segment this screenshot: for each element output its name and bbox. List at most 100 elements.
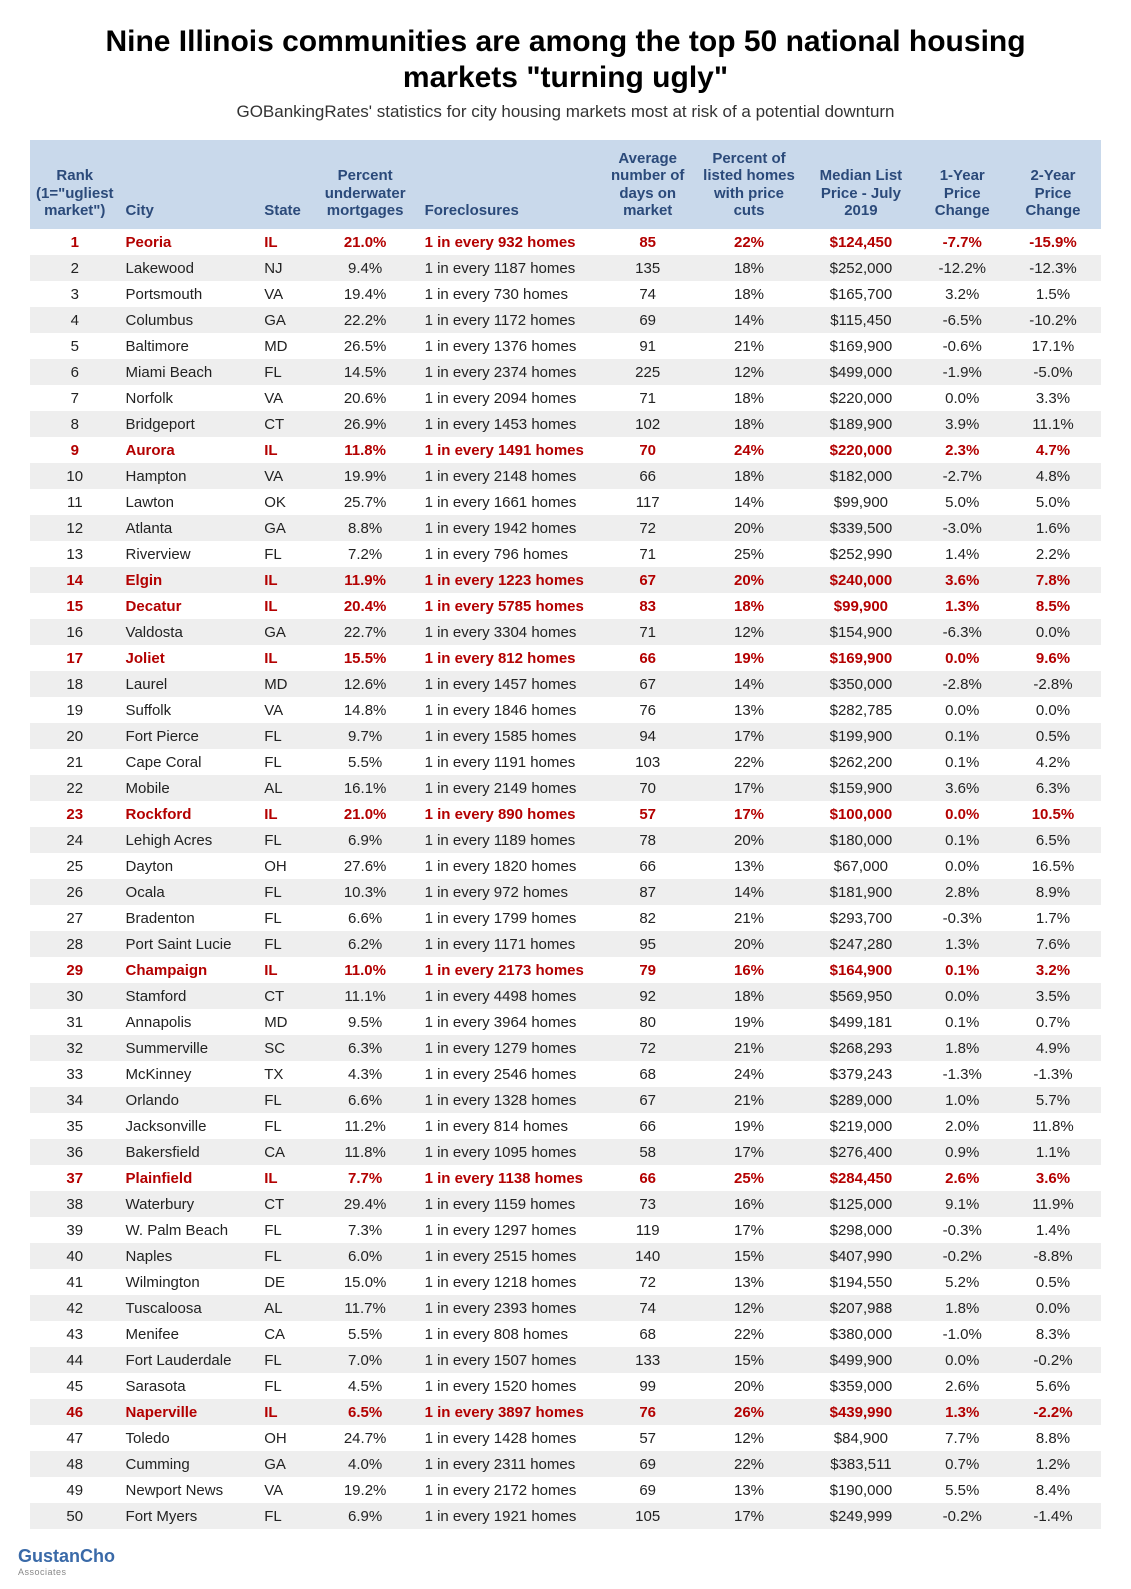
cell-y1: -2.8% — [920, 671, 1005, 697]
cell-fc: 1 in every 1453 homes — [419, 411, 600, 437]
cell-fc: 1 in every 1661 homes — [419, 489, 600, 515]
cell-city: Bridgeport — [120, 411, 259, 437]
table-row: 46NapervilleIL6.5%1 in every 3897 homes7… — [30, 1399, 1101, 1425]
table-row: 47ToledoOH24.7%1 in every 1428 homes5712… — [30, 1425, 1101, 1451]
cell-rank: 23 — [30, 801, 120, 827]
cell-price: $289,000 — [802, 1087, 919, 1113]
cell-uw: 11.2% — [312, 1113, 419, 1139]
cell-city: Toledo — [120, 1425, 259, 1451]
cell-y1: 0.0% — [920, 1347, 1005, 1373]
cell-days: 66 — [600, 463, 696, 489]
cell-state: FL — [258, 879, 311, 905]
cell-y1: 0.1% — [920, 957, 1005, 983]
cell-days: 85 — [600, 229, 696, 255]
cell-state: GA — [258, 307, 311, 333]
cell-fc: 1 in every 1921 homes — [419, 1503, 600, 1529]
cell-fc: 1 in every 2374 homes — [419, 359, 600, 385]
cell-cuts: 13% — [696, 853, 803, 879]
cell-uw: 29.4% — [312, 1191, 419, 1217]
cell-rank: 25 — [30, 853, 120, 879]
cell-uw: 22.2% — [312, 307, 419, 333]
cell-city: Fort Pierce — [120, 723, 259, 749]
cell-city: Fort Myers — [120, 1503, 259, 1529]
cell-y1: -0.6% — [920, 333, 1005, 359]
cell-state: GA — [258, 619, 311, 645]
table-row: 12AtlantaGA8.8%1 in every 1942 homes7220… — [30, 515, 1101, 541]
cell-y1: 5.5% — [920, 1477, 1005, 1503]
cell-y2: 6.3% — [1005, 775, 1101, 801]
table-row: 21Cape CoralFL5.5%1 in every 1191 homes1… — [30, 749, 1101, 775]
table-row: 20Fort PierceFL9.7%1 in every 1585 homes… — [30, 723, 1101, 749]
cell-uw: 16.1% — [312, 775, 419, 801]
cell-city: Tuscaloosa — [120, 1295, 259, 1321]
cell-days: 67 — [600, 1087, 696, 1113]
cell-uw: 11.8% — [312, 437, 419, 463]
rankings-table: Rank (1="ugliest market")CityStatePercen… — [30, 140, 1101, 1529]
cell-rank: 40 — [30, 1243, 120, 1269]
cell-y2: 5.6% — [1005, 1373, 1101, 1399]
cell-city: Menifee — [120, 1321, 259, 1347]
cell-cuts: 17% — [696, 1139, 803, 1165]
cell-fc: 1 in every 2393 homes — [419, 1295, 600, 1321]
cell-uw: 5.5% — [312, 749, 419, 775]
cell-y2: 9.6% — [1005, 645, 1101, 671]
cell-state: AL — [258, 1295, 311, 1321]
cell-state: TX — [258, 1061, 311, 1087]
cell-price: $154,900 — [802, 619, 919, 645]
cell-days: 69 — [600, 1451, 696, 1477]
cell-rank: 28 — [30, 931, 120, 957]
cell-price: $165,700 — [802, 281, 919, 307]
cell-y1: 1.8% — [920, 1295, 1005, 1321]
cell-city: Waterbury — [120, 1191, 259, 1217]
cell-city: Laurel — [120, 671, 259, 697]
cell-price: $169,900 — [802, 333, 919, 359]
cell-state: VA — [258, 385, 311, 411]
cell-days: 67 — [600, 567, 696, 593]
cell-city: Suffolk — [120, 697, 259, 723]
cell-days: 135 — [600, 255, 696, 281]
cell-rank: 27 — [30, 905, 120, 931]
cell-state: FL — [258, 1217, 311, 1243]
cell-y2: -12.3% — [1005, 255, 1101, 281]
cell-rank: 44 — [30, 1347, 120, 1373]
cell-city: Peoria — [120, 229, 259, 255]
cell-y1: 0.0% — [920, 697, 1005, 723]
cell-cuts: 22% — [696, 749, 803, 775]
cell-fc: 1 in every 890 homes — [419, 801, 600, 827]
cell-cuts: 18% — [696, 593, 803, 619]
cell-state: IL — [258, 1399, 311, 1425]
cell-rank: 17 — [30, 645, 120, 671]
cell-rank: 49 — [30, 1477, 120, 1503]
cell-days: 71 — [600, 385, 696, 411]
cell-fc: 1 in every 1191 homes — [419, 749, 600, 775]
cell-uw: 9.5% — [312, 1009, 419, 1035]
logo-main: GustanCho — [18, 1546, 115, 1566]
cell-fc: 1 in every 1457 homes — [419, 671, 600, 697]
table-row: 11LawtonOK25.7%1 in every 1661 homes1171… — [30, 489, 1101, 515]
table-row: 44Fort LauderdaleFL7.0%1 in every 1507 h… — [30, 1347, 1101, 1373]
cell-city: Joliet — [120, 645, 259, 671]
cell-cuts: 21% — [696, 333, 803, 359]
cell-fc: 1 in every 2173 homes — [419, 957, 600, 983]
cell-y1: -6.3% — [920, 619, 1005, 645]
cell-fc: 1 in every 812 homes — [419, 645, 600, 671]
cell-state: FL — [258, 931, 311, 957]
cell-y1: 2.6% — [920, 1373, 1005, 1399]
cell-y1: -12.2% — [920, 255, 1005, 281]
cell-y1: 3.9% — [920, 411, 1005, 437]
cell-days: 78 — [600, 827, 696, 853]
cell-y1: -6.5% — [920, 307, 1005, 333]
cell-fc: 1 in every 3964 homes — [419, 1009, 600, 1035]
cell-uw: 26.9% — [312, 411, 419, 437]
cell-state: CT — [258, 1191, 311, 1217]
cell-y2: 1.6% — [1005, 515, 1101, 541]
cell-y2: 1.4% — [1005, 1217, 1101, 1243]
cell-uw: 20.6% — [312, 385, 419, 411]
cell-cuts: 20% — [696, 931, 803, 957]
cell-state: CA — [258, 1321, 311, 1347]
cell-y1: 0.0% — [920, 645, 1005, 671]
cell-y2: 5.0% — [1005, 489, 1101, 515]
cell-uw: 22.7% — [312, 619, 419, 645]
table-row: 18LaurelMD12.6%1 in every 1457 homes6714… — [30, 671, 1101, 697]
cell-city: Champaign — [120, 957, 259, 983]
